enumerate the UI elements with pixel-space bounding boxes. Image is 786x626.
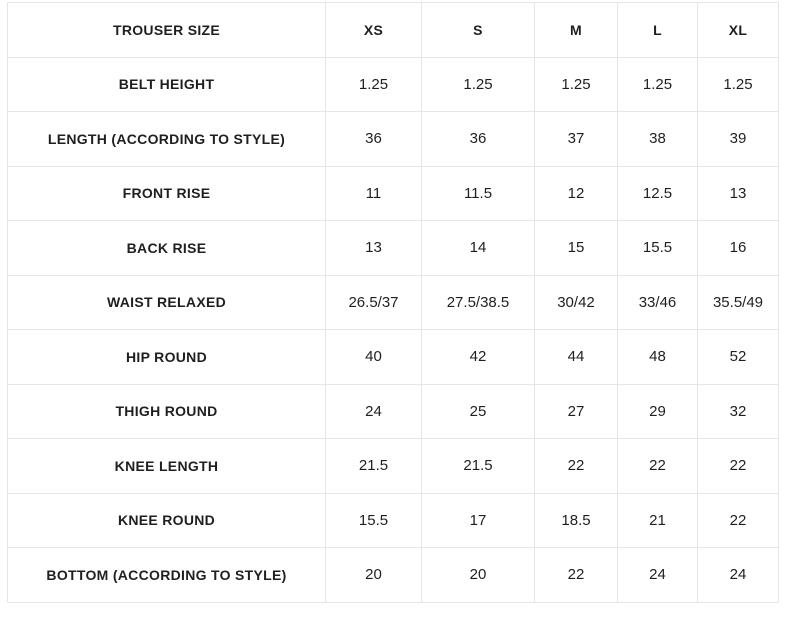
value-cell: 22 <box>534 547 618 603</box>
value-cell: 21 <box>617 492 698 548</box>
value-cell: 1.25 <box>617 56 698 112</box>
table-row-thigh-round: THIGH ROUND 24 25 27 29 32 <box>7 383 779 439</box>
header-row: TROUSER SIZE XS S M L XL <box>7 2 779 58</box>
value-cell: 1.25 <box>421 56 535 112</box>
header-size-s: S <box>421 2 535 58</box>
value-cell: 36 <box>325 111 422 167</box>
table-row-knee-round: KNEE ROUND 15.5 17 18.5 21 22 <box>7 492 779 548</box>
row-label: BELT HEIGHT <box>7 56 326 112</box>
value-cell: 38 <box>617 111 698 167</box>
value-cell: 14 <box>421 220 535 276</box>
value-cell: 30/42 <box>534 274 618 330</box>
value-cell: 1.25 <box>534 56 618 112</box>
value-cell: 1.25 <box>697 56 779 112</box>
value-cell: 13 <box>697 165 779 221</box>
value-cell: 40 <box>325 329 422 385</box>
value-cell: 18.5 <box>534 492 618 548</box>
table-row-hip-round: HIP ROUND 40 42 44 48 52 <box>7 329 779 385</box>
value-cell: 15.5 <box>617 220 698 276</box>
header-size-m: M <box>534 2 618 58</box>
value-cell: 13 <box>325 220 422 276</box>
row-label: KNEE ROUND <box>7 492 326 548</box>
value-cell: 33/46 <box>617 274 698 330</box>
value-cell: 39 <box>697 111 779 167</box>
row-label: LENGTH (ACCORDING TO STYLE) <box>7 111 326 167</box>
value-cell: 12 <box>534 165 618 221</box>
table-row-front-rise: FRONT RISE 11 11.5 12 12.5 13 <box>7 165 779 221</box>
value-cell: 52 <box>697 329 779 385</box>
value-cell: 24 <box>697 547 779 603</box>
value-cell: 12.5 <box>617 165 698 221</box>
table-row-knee-length: KNEE LENGTH 21.5 21.5 22 22 22 <box>7 438 779 494</box>
value-cell: 24 <box>617 547 698 603</box>
value-cell: 22 <box>534 438 618 494</box>
value-cell: 16 <box>697 220 779 276</box>
value-cell: 42 <box>421 329 535 385</box>
value-cell: 17 <box>421 492 535 548</box>
value-cell: 32 <box>697 383 779 439</box>
value-cell: 29 <box>617 383 698 439</box>
table-row-waist-relaxed: WAIST RELAXED 26.5/37 27.5/38.5 30/42 33… <box>7 274 779 330</box>
header-trouser-size: TROUSER SIZE <box>7 2 326 58</box>
header-size-l: L <box>617 2 698 58</box>
value-cell: 15 <box>534 220 618 276</box>
table-row-back-rise: BACK RISE 13 14 15 15.5 16 <box>7 220 779 276</box>
value-cell: 48 <box>617 329 698 385</box>
row-label: WAIST RELAXED <box>7 274 326 330</box>
value-cell: 37 <box>534 111 618 167</box>
value-cell: 24 <box>325 383 422 439</box>
row-label: BACK RISE <box>7 220 326 276</box>
value-cell: 11 <box>325 165 422 221</box>
header-size-xl: XL <box>697 2 779 58</box>
table-row-belt-height: BELT HEIGHT 1.25 1.25 1.25 1.25 1.25 <box>7 56 779 112</box>
value-cell: 22 <box>617 438 698 494</box>
value-cell: 20 <box>421 547 535 603</box>
row-label: THIGH ROUND <box>7 383 326 439</box>
header-size-xs: XS <box>325 2 422 58</box>
value-cell: 20 <box>325 547 422 603</box>
value-cell: 44 <box>534 329 618 385</box>
value-cell: 27 <box>534 383 618 439</box>
value-cell: 25 <box>421 383 535 439</box>
value-cell: 36 <box>421 111 535 167</box>
value-cell: 22 <box>697 492 779 548</box>
trouser-size-chart-table: TROUSER SIZE XS S M L XL BELT HEIGHT 1.2… <box>7 2 779 603</box>
value-cell: 22 <box>697 438 779 494</box>
value-cell: 35.5/49 <box>697 274 779 330</box>
table-row-bottom: BOTTOM (ACCORDING TO STYLE) 20 20 22 24 … <box>7 547 779 603</box>
value-cell: 26.5/37 <box>325 274 422 330</box>
value-cell: 21.5 <box>421 438 535 494</box>
row-label: KNEE LENGTH <box>7 438 326 494</box>
value-cell: 11.5 <box>421 165 535 221</box>
table-row-length: LENGTH (ACCORDING TO STYLE) 36 36 37 38 … <box>7 111 779 167</box>
value-cell: 15.5 <box>325 492 422 548</box>
row-label: FRONT RISE <box>7 165 326 221</box>
value-cell: 27.5/38.5 <box>421 274 535 330</box>
value-cell: 1.25 <box>325 56 422 112</box>
row-label: BOTTOM (ACCORDING TO STYLE) <box>7 547 326 603</box>
value-cell: 21.5 <box>325 438 422 494</box>
row-label: HIP ROUND <box>7 329 326 385</box>
